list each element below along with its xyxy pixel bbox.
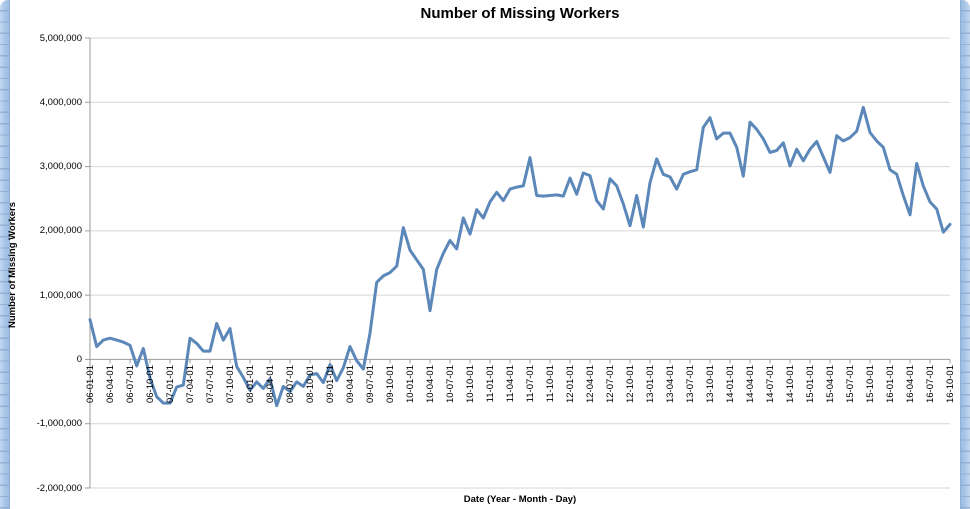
x-tick-label: 10-04-01: [425, 365, 436, 404]
x-tick-label: 10-10-01: [465, 365, 476, 404]
x-tick-label: 12-10-01: [625, 365, 636, 404]
x-tick-label: 11-04-01: [505, 365, 516, 403]
x-axis-title: Date (Year - Month - Day): [463, 494, 577, 505]
x-tick-label: 11-07-01: [525, 365, 536, 403]
x-tick-label: 11-01-01: [485, 365, 496, 403]
x-tick-label: 16-01-01: [885, 365, 896, 404]
x-tick-label: 16-07-01: [925, 365, 936, 404]
x-tick-label: 14-07-01: [765, 365, 776, 404]
x-tick-label: 16-04-01: [905, 365, 916, 404]
x-tick-label: 12-04-01: [585, 365, 596, 404]
y-tick-label: -2,000,000: [36, 482, 82, 494]
x-tick-label: 06-10-01: [145, 365, 156, 404]
x-tick-label: 07-10-01: [225, 365, 236, 404]
x-tick-label: 10-07-01: [445, 365, 456, 404]
x-tick-label: 07-01-01: [165, 365, 176, 404]
x-tick-label: 13-04-01: [665, 365, 676, 404]
y-tick-label: 3,000,000: [39, 161, 82, 173]
y-tick-label: 2,000,000: [39, 225, 82, 237]
x-tick-label: 15-04-01: [825, 365, 836, 404]
x-tick-label: 14-10-01: [785, 365, 796, 404]
x-tick-label: 12-01-01: [565, 365, 576, 404]
x-tick-label: 14-04-01: [745, 365, 756, 404]
x-tick-label: 06-07-01: [125, 365, 136, 404]
x-tick-label: 06-04-01: [105, 365, 116, 404]
x-tick-label: 10-01-01: [405, 365, 416, 404]
x-tick-label: 12-07-01: [605, 365, 616, 404]
x-tick-label: 07-07-01: [205, 365, 216, 404]
x-tick-label: 14-01-01: [725, 365, 736, 404]
x-tick-label: 09-10-01: [385, 365, 396, 404]
x-tick-label: 15-01-01: [805, 365, 816, 404]
x-tick-label: 16-10-01: [945, 365, 956, 404]
chart-title: Number of Missing Workers: [420, 5, 620, 22]
x-tick-label: 08-07-01: [285, 365, 296, 404]
x-tick-label: 09-04-01: [345, 365, 356, 404]
window-edge-right: [960, 0, 970, 509]
window-edge-left: [0, 0, 10, 509]
x-tick-label: 13-10-01: [705, 365, 716, 404]
x-tick-label: 08-04-01: [265, 365, 276, 404]
x-tick-label: 15-10-01: [865, 365, 876, 404]
y-tick-label: 0: [76, 353, 82, 365]
y-tick-label: 1,000,000: [39, 289, 82, 301]
x-tick-label: 09-01-01: [325, 365, 336, 404]
x-tick-label: 11-10-01: [545, 365, 556, 403]
x-tick-label: 06-01-01: [85, 365, 96, 404]
x-tick-label: 15-07-01: [845, 365, 856, 404]
x-tick-label: 09-07-01: [365, 365, 376, 404]
y-tick-label: 5,000,000: [39, 32, 82, 44]
x-tick-label: 13-01-01: [645, 365, 656, 404]
x-tick-label: 07-04-01: [185, 365, 196, 404]
x-tick-label: 08-01-01: [245, 365, 256, 404]
data-line-missing-workers: [88, 105, 952, 408]
x-tick-label: 08-10-01: [305, 365, 316, 404]
y-tick-label: -1,000,000: [36, 418, 82, 430]
x-tick-label: 13-07-01: [685, 365, 696, 404]
y-tick-label: 4,000,000: [39, 96, 82, 108]
